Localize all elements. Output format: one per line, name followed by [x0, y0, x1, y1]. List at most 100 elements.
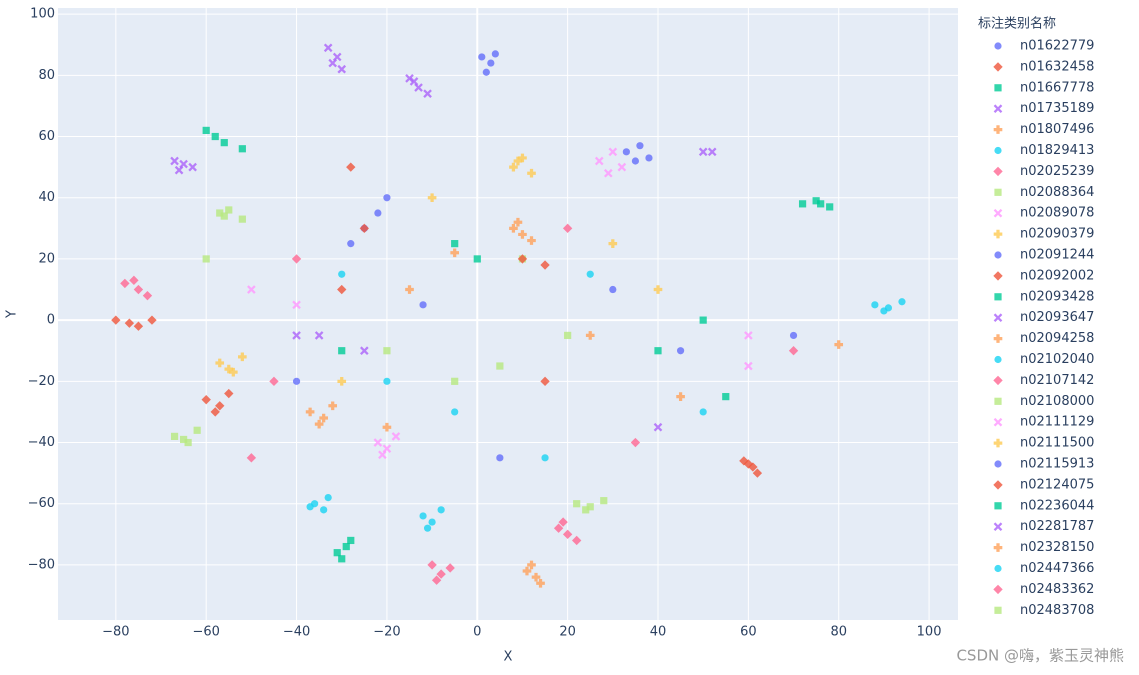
point	[788, 346, 799, 356]
legend-item[interactable]: n01807496	[993, 122, 1095, 137]
legend-item[interactable]: n02447366	[994, 561, 1094, 576]
legend-item[interactable]: n02281787	[993, 519, 1095, 534]
y-tick-label: 0	[47, 313, 55, 328]
legend-item[interactable]: n01632458	[993, 59, 1094, 74]
legend-item[interactable]: n02483362	[993, 582, 1094, 597]
point	[698, 147, 708, 157]
legend-item[interactable]: n02328150	[993, 540, 1095, 555]
point	[419, 301, 427, 309]
point	[320, 506, 328, 514]
point	[238, 215, 246, 223]
legend-label: n02090379	[1020, 227, 1094, 242]
legend-symbol	[994, 146, 1002, 155]
point	[314, 331, 324, 340]
legend-item[interactable]: n02115913	[994, 457, 1094, 472]
legend-item[interactable]: n02111129	[993, 415, 1095, 430]
axes: −80 −60 −40 −20 0 20 40 60 80 100 −80 −60 −40 −20 0 20 4…	[28, 7, 942, 640]
legend-label: n02093647	[1020, 310, 1094, 325]
legend-item[interactable]: n02093647	[993, 310, 1095, 325]
point	[238, 145, 246, 153]
legend-item[interactable]: n01829413	[994, 143, 1094, 158]
legend-item[interactable]: n02111500	[993, 436, 1095, 451]
point	[246, 453, 257, 463]
point	[473, 255, 481, 263]
legend-item[interactable]: n02092002	[993, 268, 1094, 283]
point	[527, 168, 536, 178]
point	[817, 200, 825, 208]
point	[573, 500, 581, 508]
legend-item[interactable]: n02108000	[994, 394, 1094, 409]
legend-symbol	[993, 271, 1003, 281]
legend-item[interactable]: n02236044	[994, 498, 1094, 513]
legend-label: n02108000	[1020, 394, 1094, 409]
point	[383, 377, 391, 385]
point	[324, 494, 332, 502]
legend-item[interactable]: n01735189	[993, 101, 1095, 116]
point	[826, 203, 834, 211]
point	[636, 142, 644, 150]
point	[482, 68, 490, 76]
point	[451, 377, 459, 385]
legend-item[interactable]: n02102040	[994, 352, 1094, 367]
legend-item[interactable]: n02124075	[993, 477, 1094, 492]
point	[585, 331, 595, 340]
y-tick-label: 100	[30, 7, 55, 22]
point	[451, 408, 459, 416]
legend-label: n01735189	[1020, 101, 1094, 116]
legend-label: n01829413	[1020, 143, 1094, 158]
point	[571, 535, 582, 546]
legend-item[interactable]: n02090379	[993, 227, 1095, 242]
legend-item[interactable]: n01667778	[994, 80, 1094, 95]
point	[427, 193, 437, 203]
point	[247, 285, 256, 294]
legend-item[interactable]: n02091244	[994, 248, 1094, 263]
legend-symbol	[994, 502, 1002, 510]
legend-label: n02102040	[1020, 352, 1094, 367]
point	[562, 223, 573, 233]
legend-label: n02483362	[1020, 582, 1094, 597]
point	[699, 408, 707, 416]
legend-symbol	[993, 522, 1003, 532]
point	[328, 401, 338, 411]
legend-item[interactable]: n02107142	[993, 373, 1094, 388]
legend-item[interactable]: n02483708	[994, 603, 1094, 618]
legend-item[interactable]: n01622779	[994, 39, 1094, 54]
point	[211, 132, 219, 141]
point	[333, 549, 341, 557]
legend-item[interactable]: n02089078	[993, 206, 1095, 221]
point	[509, 224, 518, 233]
legend-item[interactable]: n02025239	[993, 164, 1094, 179]
point	[722, 393, 730, 401]
point	[360, 346, 369, 356]
point	[292, 377, 301, 385]
legend-item[interactable]: n02094258	[993, 331, 1095, 346]
point	[527, 236, 536, 245]
point	[540, 376, 550, 386]
point	[594, 156, 604, 166]
point	[450, 248, 460, 258]
point	[871, 301, 879, 309]
point	[423, 524, 432, 532]
point	[699, 316, 707, 324]
point	[437, 506, 445, 514]
point	[342, 542, 350, 551]
point	[743, 459, 754, 469]
point	[383, 347, 391, 355]
legend-item[interactable]: n02088364	[994, 185, 1094, 200]
point	[880, 307, 888, 315]
legend-symbol	[994, 188, 1002, 196]
legend-symbol	[993, 417, 1003, 427]
legend-symbol	[994, 355, 1002, 364]
legend-label: n02094258	[1020, 331, 1094, 346]
point	[789, 331, 798, 340]
point	[292, 331, 301, 340]
point	[337, 284, 347, 295]
point	[653, 422, 663, 432]
point	[630, 437, 641, 448]
point	[582, 506, 590, 514]
legend-label: n02328150	[1020, 540, 1094, 555]
point	[496, 362, 504, 370]
legend-symbol	[993, 125, 1003, 134]
legend-item[interactable]: n02093428	[994, 289, 1094, 304]
point	[202, 126, 210, 134]
